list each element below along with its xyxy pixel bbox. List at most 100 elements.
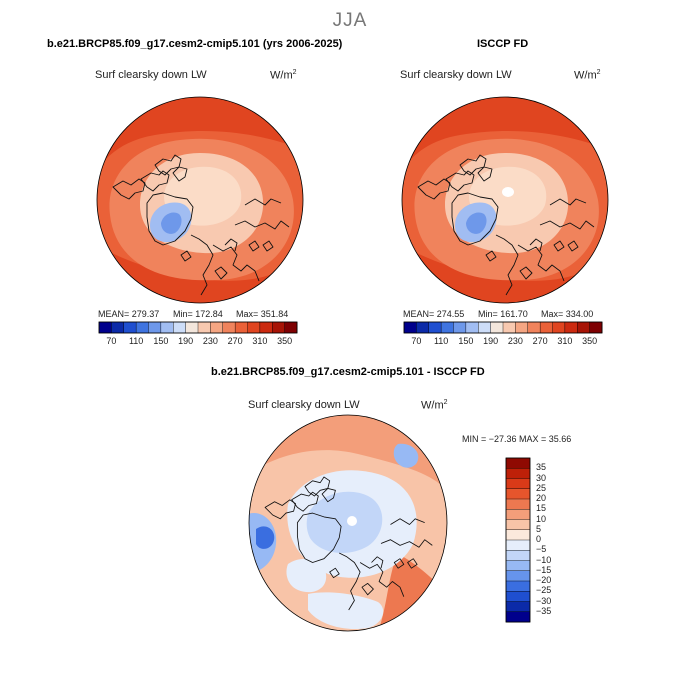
field-west-deep-blue [256,526,275,549]
panel3-units: W/m2 [421,399,448,412]
colorbar-label: 270 [532,336,548,346]
colorbar-frame [98,321,298,334]
panel1-mean: MEAN= 279.37 [98,309,160,319]
colorbar-frame [505,457,531,623]
colorbar-swatch-9 [515,321,529,334]
coastline-5 [190,234,214,296]
coastline-1 [140,170,170,192]
colorbar-swatch-0 [505,457,531,469]
coastline-1 [291,491,319,512]
colorbar-swatch-4 [453,321,467,334]
coastline-1 [445,170,475,192]
colorbar-swatch-7 [505,529,531,541]
coastline-8 [244,198,282,206]
season-title: JJA [332,10,368,31]
colorbar-swatch-13 [505,591,531,602]
colorbar-swatch-11 [539,321,553,334]
colorbar-swatch-6 [505,519,531,531]
colorbar-swatch-1 [416,321,430,334]
panel1-colorbar-labels: 70 110 150 190 230 270 310 350 [99,336,297,348]
coastline-10 [248,240,260,252]
colorbar-swatch-8 [505,539,531,551]
colorbar-swatch-14 [577,321,591,334]
coastline-3 [321,487,336,503]
colorbar-label: 15 [536,503,547,514]
coastlines [264,476,433,611]
colorbar-label: 230 [202,336,218,346]
colorbar-label: 230 [507,336,523,346]
field-north-band [402,97,608,175]
colorbar-label: 20 [536,493,547,503]
panel2-min: Min= 161.70 [478,309,528,319]
colorbar-label: 310 [252,336,268,346]
colorbar-label: 110 [128,336,144,346]
colorbar-swatch-1 [505,468,531,479]
colorbar-label: −25 [536,585,552,596]
map-field [97,97,303,303]
colorbar-label: 270 [227,336,243,346]
coastline-6 [359,562,405,597]
colorbar-swatch-10 [505,560,531,572]
field-arctic-blue [306,491,383,553]
colorbar-swatch-12 [505,580,531,592]
coastline-2 [304,476,331,497]
colorbar-label: 70 [106,336,117,346]
colorbar-frame [403,321,603,334]
colorbar-swatch-9 [210,321,224,334]
colorbar-label: −35 [536,605,552,616]
colorbar-label: −5 [536,544,547,555]
coastline-6 [212,244,260,282]
panel3-difference-map [248,414,448,632]
panel1-polar-map [96,96,304,304]
colorbar-swatch-3 [440,321,454,334]
colorbar-swatch-2 [123,321,137,334]
colorbar-swatch-2 [428,321,442,334]
colorbar-swatch-15 [589,321,603,334]
colorbar-swatch-5 [160,321,174,334]
coastline-0 [264,499,296,520]
coastline-9 [529,238,543,252]
coastline-11 [262,240,274,252]
coastline-11 [407,558,418,569]
colorbar-label: 350 [582,336,598,346]
colorbar-swatch-9 [505,550,531,561]
panel2-units: W/m2 [574,69,601,82]
coastline-9 [224,238,238,252]
colorbar-swatch-7 [490,321,504,334]
colorbar-label: 110 [433,336,449,346]
colorbar-label: 350 [277,336,293,346]
coastline-4 [451,192,499,246]
colorbar-swatch-10 [222,321,236,334]
coastline-9 [371,556,384,569]
colorbar-swatch-11 [505,570,531,582]
colorbar-swatch-1 [111,321,125,334]
coastline-10 [393,558,405,569]
colorbar-label: 25 [536,482,547,493]
panel2-polar-map [401,96,609,304]
colorbar-swatch-15 [284,321,298,334]
colorbar-label: −15 [536,564,552,575]
colorbar-label: −30 [536,595,552,606]
coastline-5 [339,552,361,611]
coastline-12 [361,582,374,596]
coastline-0 [112,178,146,200]
panel2-colorbar-labels: 70 110 150 190 230 270 310 350 [404,336,602,348]
coastline-2 [154,154,182,176]
colorbar-swatch-12 [247,321,261,334]
panel2-max: Max= 334.00 [541,309,594,319]
coastline-3 [477,166,493,182]
map-outline [401,96,609,304]
field-greenland-core [466,212,487,234]
field-greenland-white [286,558,327,593]
panel2-colorbar [403,321,603,334]
colorbar-swatch-3 [505,488,531,500]
coastline-12 [214,266,228,280]
panel3-colorbar-labels: 35 30 25 20 15 10 5 0 −5 −10 −15 −20 −25 −30 −35 [536,458,576,622]
colorbar-swatch-4 [505,498,531,510]
coastline-13 [180,250,192,262]
colorbar-swatch-7 [185,321,199,334]
panel1-min: Min= 172.84 [173,309,223,319]
coastline-5 [495,234,519,296]
coastline-8 [549,198,587,206]
colorbar-label: 35 [536,462,547,473]
